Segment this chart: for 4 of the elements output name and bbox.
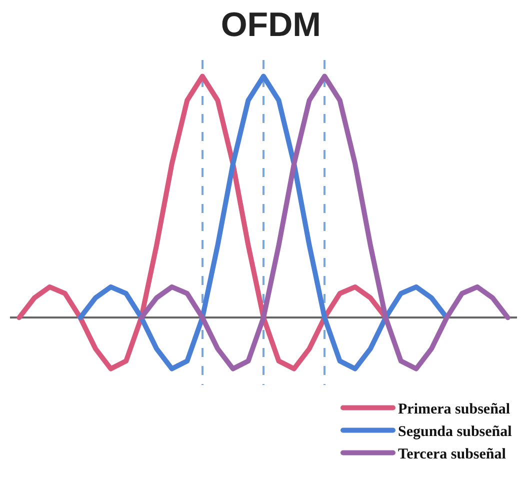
legend-label: Tercera subseñal: [398, 446, 506, 463]
legend-label: Segunda subseñal: [398, 424, 512, 440]
chart-title: OFDM: [220, 6, 321, 44]
legend-label: Primera subseñal: [398, 402, 510, 418]
